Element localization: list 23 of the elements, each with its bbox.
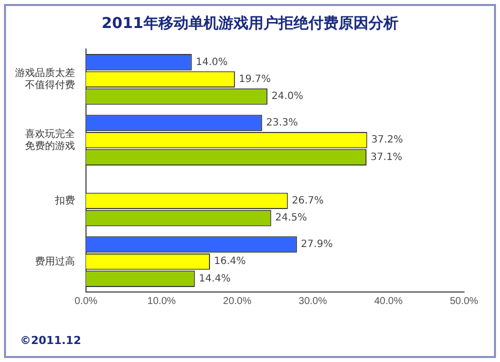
- y-tick-label: 费用过高: [35, 255, 75, 268]
- x-tick-label: 50.0%: [450, 296, 478, 307]
- data-label: 24.0%: [271, 91, 304, 102]
- y-tick-label: 游戏品质太差不值得付费: [15, 67, 75, 92]
- data-label: 37.1%: [370, 152, 402, 163]
- data-label: 24.5%: [275, 212, 307, 224]
- x-tick-label: 10.0%: [147, 296, 176, 307]
- x-tick-label: 0.0%: [74, 296, 98, 307]
- text: ©2011.12: [20, 334, 82, 347]
- y-tick-label: 扣费: [54, 194, 75, 207]
- data-label: 26.7%: [292, 195, 324, 206]
- data-label: 37.2%: [371, 134, 404, 146]
- chart-title: 2011年移动单机游戏用户拒绝付费原因分析: [100, 14, 400, 33]
- data-label: 27.9%: [300, 239, 333, 250]
- x-tick-label: 20.0%: [223, 296, 252, 307]
- y-tick-label: 喜欢玩完全免费的游戏: [25, 128, 75, 152]
- data-label: 14.0%: [196, 56, 228, 68]
- data-label: 19.7%: [238, 74, 271, 85]
- data-label: 23.3%: [266, 118, 298, 129]
- x-tick-label: 30.0%: [298, 296, 328, 307]
- x-tick-label: 40.0%: [374, 296, 403, 307]
- data-label: 16.4%: [214, 256, 246, 268]
- data-label: 14.4%: [198, 273, 231, 284]
